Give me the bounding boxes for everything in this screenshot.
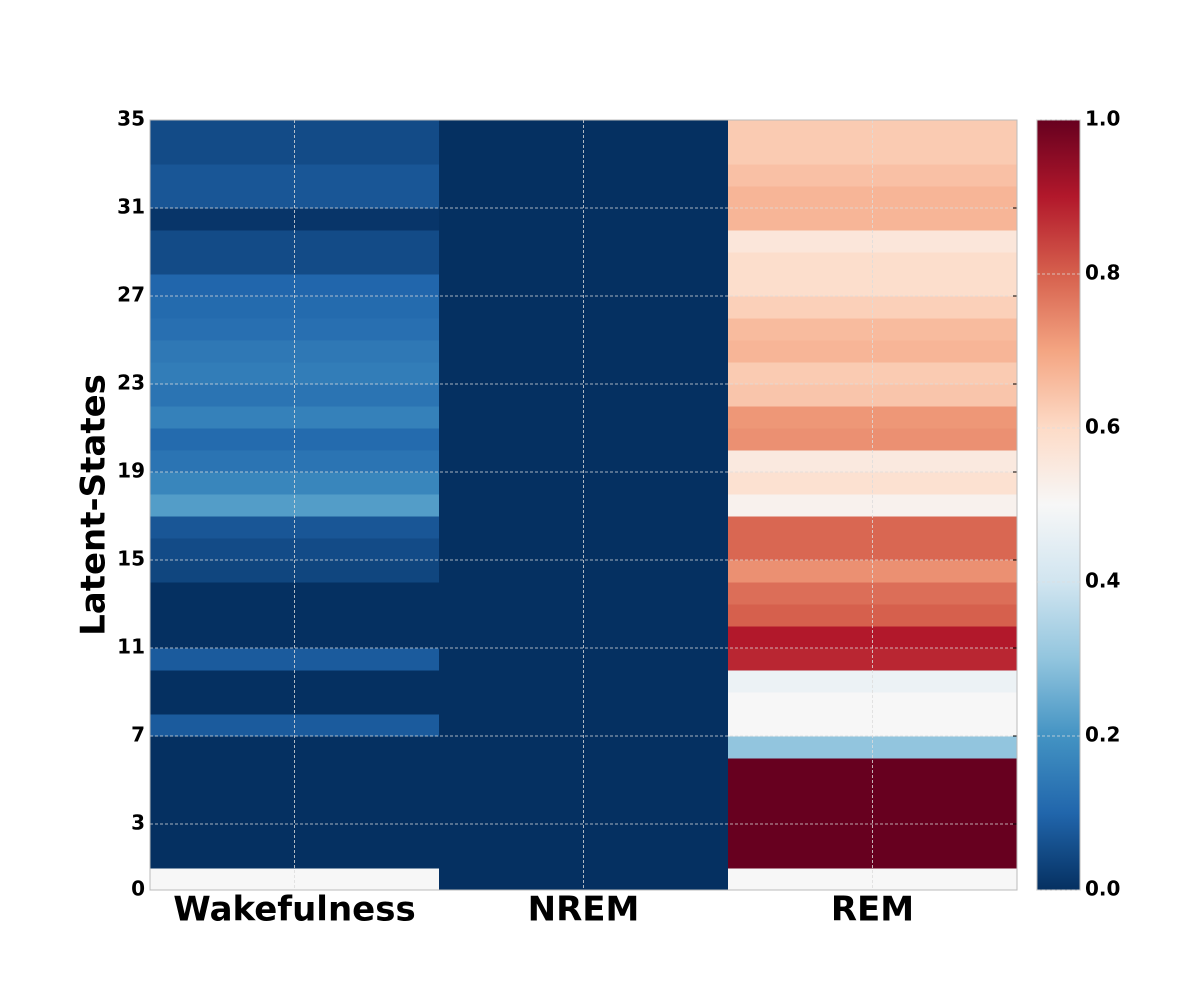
heatmap-cell xyxy=(439,142,729,165)
heatmap-cell xyxy=(150,208,440,231)
heatmap-cell xyxy=(150,472,440,495)
heatmap-cell xyxy=(150,538,440,561)
heatmap-cell xyxy=(728,318,1018,341)
heatmap-cell xyxy=(439,758,729,781)
heatmap-cell xyxy=(150,362,440,385)
heatmap-cell xyxy=(150,428,440,451)
heatmap-cell xyxy=(439,538,729,561)
heatmap-cell xyxy=(728,362,1018,385)
heatmap-cell xyxy=(439,362,729,385)
heatmap-cell xyxy=(439,868,729,891)
heatmap-cell xyxy=(439,582,729,605)
heatmap-cell xyxy=(150,868,440,891)
heatmap-cell xyxy=(728,252,1018,275)
heatmap-cell xyxy=(728,538,1018,561)
colorbar-tick-label: 0.4 xyxy=(1085,569,1120,593)
heatmap-cell xyxy=(150,802,440,825)
heatmap-cell xyxy=(728,142,1018,165)
colorbar-tick-label: 1.0 xyxy=(1085,107,1120,131)
x-tick-label: NREM xyxy=(528,890,640,930)
colorbar-tick-label: 0.0 xyxy=(1085,877,1120,901)
heatmap-cell xyxy=(439,428,729,451)
heatmap-cell xyxy=(439,692,729,715)
heatmap-cell xyxy=(728,472,1018,495)
heatmap-cell xyxy=(439,208,729,231)
y-tick-label: 31 xyxy=(117,195,145,219)
y-tick-label: 27 xyxy=(117,283,145,307)
y-tick-label: 15 xyxy=(117,547,145,571)
heatmap-cell xyxy=(728,582,1018,605)
heatmap-cell xyxy=(728,802,1018,825)
colorbar-tick-label: 0.6 xyxy=(1085,415,1120,439)
heatmap-cell xyxy=(728,648,1018,671)
y-axis-label: Latent-States xyxy=(74,374,114,636)
heatmap-cell xyxy=(728,868,1018,891)
heatmap-cell xyxy=(150,582,440,605)
heatmap-cell xyxy=(439,318,729,341)
heatmap-cell xyxy=(150,142,440,165)
heatmap-cell xyxy=(728,692,1018,715)
x-tick-label: Wakefulness xyxy=(173,890,415,930)
heatmap-cell xyxy=(439,472,729,495)
plot-frame xyxy=(149,119,1018,891)
heatmap-cell xyxy=(150,318,440,341)
y-tick-label: 23 xyxy=(117,371,145,395)
heatmap-cell xyxy=(150,252,440,275)
heatmap-cell xyxy=(439,802,729,825)
y-tick-label: 11 xyxy=(117,635,145,659)
heatmap-cell xyxy=(728,758,1018,781)
y-tick-label: 7 xyxy=(131,723,145,747)
y-tick-label: 35 xyxy=(117,107,145,131)
heatmap-cell xyxy=(728,428,1018,451)
y-tick-label: 3 xyxy=(131,811,145,835)
y-tick-label: 0 xyxy=(131,877,145,901)
y-tick-label: 19 xyxy=(117,459,145,483)
heatmap-cell xyxy=(150,692,440,715)
heatmap-cell xyxy=(439,252,729,275)
x-tick-label: REM xyxy=(831,890,914,930)
colorbar xyxy=(1036,119,1081,891)
heatmap-cell xyxy=(439,648,729,671)
heatmap-cell xyxy=(728,208,1018,231)
colorbar-tick-label: 0.8 xyxy=(1085,261,1120,285)
heatmap-cell xyxy=(150,648,440,671)
heatmap-cell xyxy=(150,758,440,781)
colorbar-tick-label: 0.2 xyxy=(1085,723,1120,747)
